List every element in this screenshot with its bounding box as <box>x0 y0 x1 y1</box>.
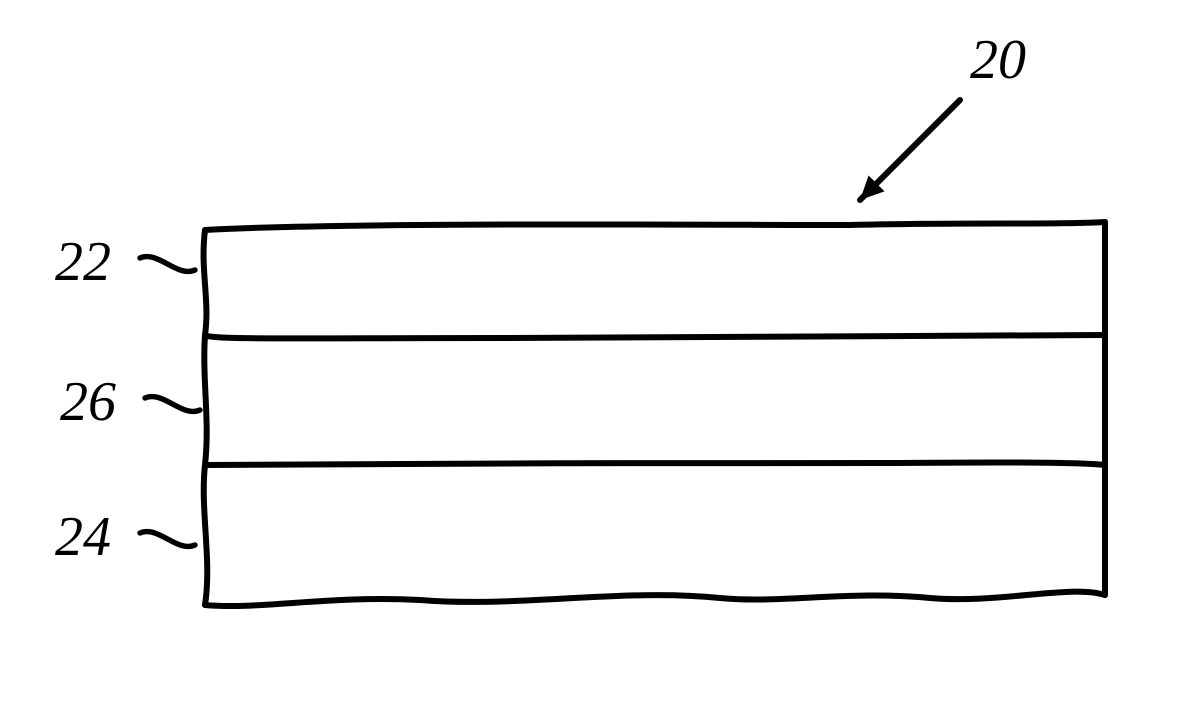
layer-top-top-line <box>205 222 1105 230</box>
left-broken-edge <box>204 230 208 605</box>
ref-label-24: 24 <box>55 506 111 568</box>
ref-label-22: 22 <box>55 231 111 293</box>
layer-bottom-top-line <box>205 462 1105 465</box>
ref-tick-22 <box>140 257 195 272</box>
assembly-ref-label: 20 <box>970 29 1026 91</box>
bottom-broken-edge <box>205 592 1105 606</box>
layer-middle-top-line <box>205 335 1105 338</box>
ref-tick-26 <box>145 397 200 412</box>
ref-label-26: 26 <box>60 371 116 433</box>
ref-tick-24 <box>140 532 195 547</box>
